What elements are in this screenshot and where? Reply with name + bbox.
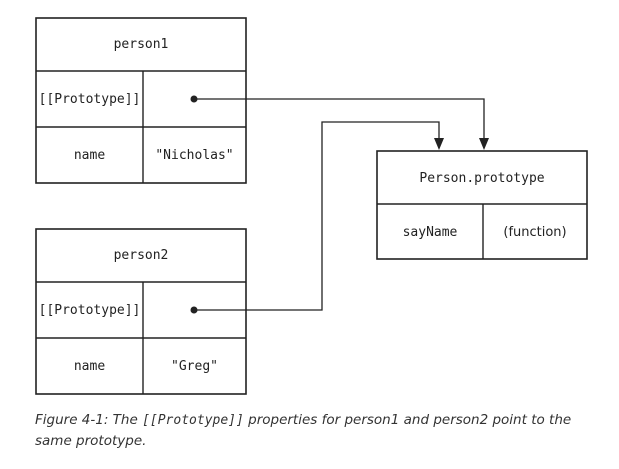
figure-caption: Figure 4-1: The [[Prototype]] properties…: [35, 410, 605, 451]
person2-prototype-arrow: [194, 121, 444, 311]
person1-prototype-arrow: [194, 98, 489, 150]
person1-title: person1: [114, 37, 169, 52]
person1-prototype-key: [[Prototype]]: [39, 92, 141, 107]
caption-tail: point to the same prototype.: [35, 412, 572, 449]
person2-name-key: name: [74, 359, 105, 374]
person2-object: person2 [[Prototype]] name "Greg": [35, 228, 247, 395]
person1-object: person1 [[Prototype]] name "Nicholas": [35, 17, 247, 184]
person1-name-key: name: [74, 148, 105, 163]
caption-lead: Figure 4-1: The: [35, 412, 143, 428]
caption-middle: properties for: [243, 412, 345, 428]
person2-name-value: "Greg": [171, 359, 218, 374]
person2-prototype-key: [[Prototype]]: [39, 303, 141, 318]
caption-and: and: [399, 412, 434, 428]
person-prototype-object: Person.prototype sayName (function): [376, 150, 588, 260]
prototype-diagram: person1 [[Prototype]] name "Nicholas" pe…: [35, 17, 588, 395]
caption-person1: person1: [344, 412, 400, 428]
prototype-sayname-key: sayName: [403, 225, 458, 240]
prototype-title: Person.prototype: [419, 171, 544, 186]
caption-person2: person2: [433, 412, 489, 428]
caption-code: [[Prototype]]: [142, 413, 244, 428]
person1-name-value: "Nicholas": [155, 148, 233, 163]
prototype-sayname-value: (function): [503, 225, 566, 240]
person2-title: person2: [114, 248, 169, 263]
